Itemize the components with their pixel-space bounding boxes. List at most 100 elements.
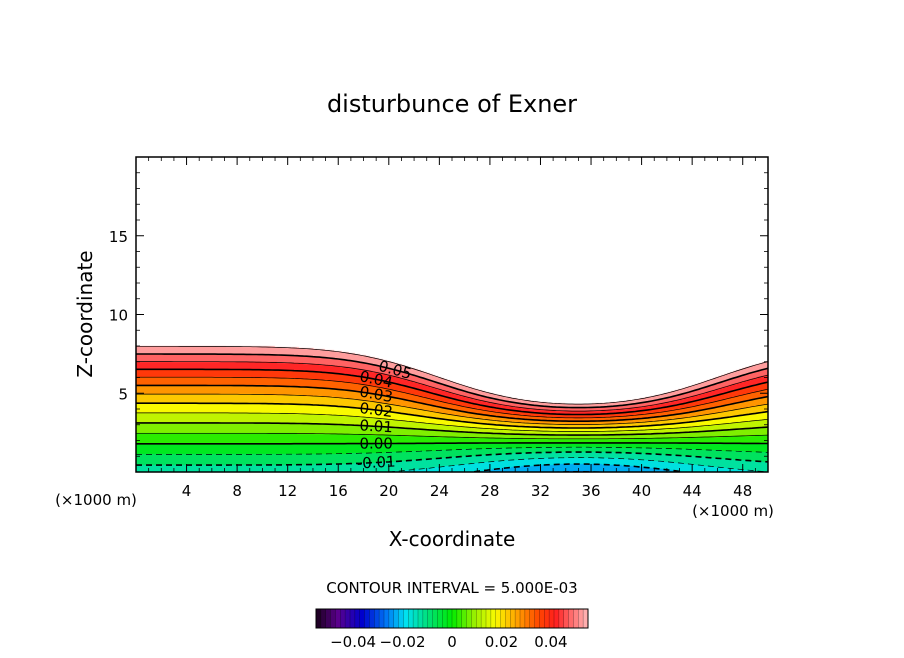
colorbar-cell: [520, 609, 526, 628]
colorbar-cell: [549, 609, 555, 628]
colorbar-cell: [461, 609, 467, 628]
colorbar-tick-label: 0.02: [485, 633, 518, 651]
colorbar-cell: [573, 609, 579, 628]
colorbar-cell: [364, 609, 370, 628]
colorbar-cell: [335, 609, 341, 628]
x-unit-right: (×1000 m): [692, 502, 774, 520]
colorbar-cell: [408, 609, 414, 628]
x-tick-label: 32: [531, 482, 550, 500]
x-tick-label: 36: [581, 482, 600, 500]
colorbar-cell: [476, 609, 482, 628]
chart-title: disturbunce of Exner: [327, 90, 577, 118]
colorbar-cell: [350, 609, 356, 628]
contour-line: [136, 353, 768, 409]
contour-line: [136, 345, 768, 405]
colorbar-cell: [563, 609, 569, 628]
x-tick-label: 12: [278, 482, 297, 500]
colorbar-cell: [442, 609, 448, 628]
contour-interval: CONTOUR INTERVAL = 5.000E-03: [326, 579, 577, 597]
colorbar-cell: [510, 609, 516, 628]
contour-line: [136, 376, 768, 419]
colorbar-cell: [345, 609, 351, 628]
contour-line: [136, 412, 768, 432]
x-tick-label: 16: [329, 482, 348, 500]
contour-label: 0.03: [358, 383, 394, 407]
colorbar-cell: [388, 609, 395, 628]
contour-line: [136, 451, 768, 466]
contour-labels: 0.050.040.030.020.010.00-0.01: [356, 357, 413, 473]
colorbar-cell: [544, 609, 550, 628]
colorbar-cell: [432, 609, 438, 628]
colorbar-cell: [422, 609, 429, 628]
x-axis: 4 8 12 16 20 24 28 32 36 40 44 48: [148, 157, 756, 500]
x-axis-label: X-coordinate: [389, 527, 516, 551]
colorbar-cell: [447, 609, 453, 628]
colorbar-cell: [524, 609, 531, 628]
contour-line: [136, 368, 768, 416]
colorbar-cell: [330, 609, 336, 628]
colorbar-cell: [340, 609, 346, 628]
colorbar-tick-label: −0.02: [380, 633, 426, 651]
colorbar-cell: [534, 609, 540, 628]
x-unit-left: (×1000 m): [55, 491, 137, 509]
x-tick-label: 40: [632, 482, 651, 500]
contour-line: [136, 393, 768, 425]
colorbar-cell: [374, 609, 380, 628]
colorbar-cell: [359, 609, 365, 628]
contour-label: 0.00: [359, 434, 393, 452]
colorbar-cell: [437, 609, 443, 628]
colorbar-cell: [568, 609, 574, 628]
x-tick-label: 4: [182, 482, 192, 500]
contour-line: [136, 422, 768, 436]
contour-label: 0.01: [359, 416, 393, 436]
y-tick-label: 5: [118, 385, 128, 403]
colorbar-cell: [539, 609, 545, 628]
y-tick-label: 10: [109, 307, 128, 325]
contour-line: [136, 402, 768, 429]
colorbar-ticks: −0.04 −0.02 0 0.02 0.04: [330, 633, 568, 651]
colorbar-cell: [369, 609, 375, 628]
colorbar-cell: [320, 609, 327, 628]
colorbar-cell: [500, 609, 506, 628]
x-tick-label: 24: [430, 482, 449, 500]
contour-line: [388, 457, 768, 472]
contour-line: [136, 361, 768, 412]
colorbar-cell: [354, 609, 361, 628]
x-tick-label: 20: [379, 482, 398, 500]
colorbar-tick-label: −0.04: [330, 633, 376, 651]
y-tick-label: 15: [109, 228, 128, 246]
colorbar-cell: [413, 609, 419, 628]
x-tick-label: 28: [480, 482, 499, 500]
colorbar-cell: [316, 609, 322, 628]
colorbar-cell: [393, 609, 399, 628]
y-axis: 5 10 15: [109, 172, 768, 457]
colorbar-cell: [481, 609, 487, 628]
colorbar-tick-label: 0.04: [534, 633, 567, 651]
colorbar-cell: [515, 609, 521, 628]
colorbar-cell: [558, 609, 565, 628]
contour-fill: [136, 157, 768, 472]
colorbar-cell: [466, 609, 472, 628]
contour-label: 0.02: [359, 399, 394, 421]
colorbar-cell: [578, 609, 584, 628]
colorbar-cell: [529, 609, 535, 628]
contour-label: -0.01: [356, 452, 396, 472]
y-axis-label: Z-coordinate: [73, 250, 97, 377]
contour-line: [136, 446, 768, 455]
colorbar-cell: [505, 609, 511, 628]
x-tick-label: 48: [733, 482, 752, 500]
colorbar-cell: [379, 609, 385, 628]
colorbar-cell: [471, 609, 477, 628]
colorbar-tick-label: 0: [447, 633, 457, 651]
contour-lines: [136, 345, 768, 472]
contour-line: [473, 463, 683, 472]
x-tick-label: 8: [232, 482, 242, 500]
contour-line: [136, 384, 768, 422]
colorbar-cell: [427, 609, 433, 628]
colorbar-cell: [384, 609, 390, 628]
colorbar: [316, 609, 589, 628]
colorbar-cell: [325, 609, 331, 628]
colorbar-frame: [315, 608, 589, 629]
colorbar-cell: [554, 609, 560, 628]
